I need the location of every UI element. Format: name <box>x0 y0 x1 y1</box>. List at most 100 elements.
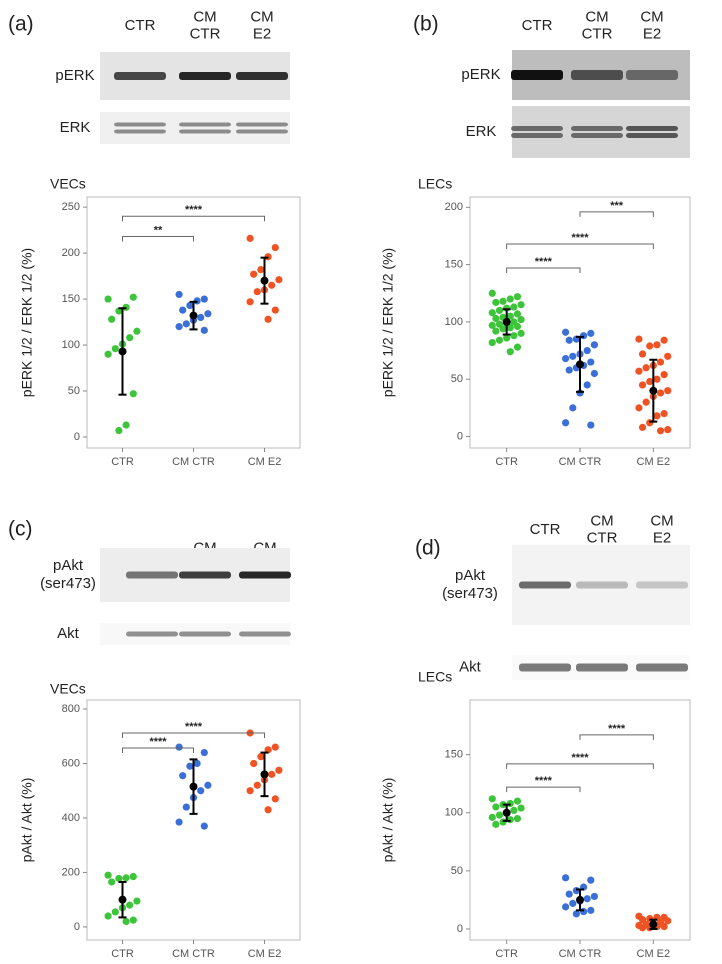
data-point <box>569 899 577 907</box>
data-point <box>583 346 591 355</box>
blot-row-label: ERK <box>60 119 91 136</box>
data-point <box>488 321 496 329</box>
data-point <box>562 355 570 363</box>
significance-label: **** <box>571 232 589 244</box>
data-point <box>565 366 573 374</box>
data-point <box>111 345 119 353</box>
data-point <box>271 743 279 751</box>
data-point <box>583 381 591 389</box>
data-point <box>656 427 665 435</box>
blot-band <box>126 631 178 637</box>
data-point <box>499 325 507 333</box>
y-tick-label: 50 <box>451 373 463 385</box>
lane-label: CTR <box>587 529 618 546</box>
data-point <box>204 781 212 789</box>
data-point <box>264 315 272 323</box>
blot-band <box>179 72 231 80</box>
data-point <box>499 297 507 305</box>
lane-label: CTR <box>522 17 553 34</box>
data-point <box>503 334 511 342</box>
significance-bracket <box>506 243 654 249</box>
y-tick-label: 400 <box>62 812 80 824</box>
y-tick-label: 800 <box>62 703 80 715</box>
significance-bracket <box>579 734 654 740</box>
lane-label: CM <box>640 8 663 25</box>
data-point <box>510 806 518 815</box>
data-point <box>488 338 496 347</box>
blot-band <box>571 133 623 138</box>
data-point <box>572 910 581 918</box>
plot-frame <box>86 699 301 941</box>
blot-band <box>179 129 231 134</box>
data-point <box>204 310 212 318</box>
data-point <box>104 912 112 920</box>
blot-band <box>236 129 288 134</box>
x-tick-label: CTR <box>495 948 518 960</box>
data-point <box>250 759 258 768</box>
panel-label: (b) <box>413 13 439 36</box>
lane-label: CTR <box>582 25 613 42</box>
lane-label: CM <box>650 512 673 529</box>
blot-band <box>576 663 628 672</box>
data-point <box>569 404 577 412</box>
y-tick-label: 150 <box>445 259 463 271</box>
data-point <box>642 364 650 372</box>
data-point <box>104 871 112 879</box>
x-tick-label: CM CTR <box>559 948 602 960</box>
data-point <box>513 293 522 301</box>
y-axis-label: pAkt / Akt (%) <box>380 778 396 863</box>
blot-band <box>179 631 231 637</box>
data-point <box>506 816 514 824</box>
data-point <box>175 743 183 751</box>
y-tick-label: 150 <box>445 749 463 761</box>
data-point <box>133 327 141 335</box>
lane-label: E2 <box>253 25 271 42</box>
data-point <box>587 329 595 337</box>
data-point <box>587 876 595 884</box>
data-point <box>569 352 577 360</box>
data-point <box>488 795 496 803</box>
x-tick-label: CM CTR <box>172 456 215 468</box>
data-point <box>129 390 137 398</box>
blot-band <box>636 581 688 589</box>
data-point <box>590 341 599 349</box>
data-point <box>638 423 647 431</box>
data-point <box>513 322 522 331</box>
mean-point <box>576 360 584 369</box>
data-point <box>257 753 265 761</box>
blot-band <box>511 126 563 131</box>
blot-row-label: pERK <box>461 66 500 83</box>
data-point <box>590 369 599 378</box>
data-point <box>660 371 668 379</box>
data-point <box>179 306 187 314</box>
data-point <box>126 334 134 342</box>
data-point <box>590 892 599 901</box>
lane-label: E2 <box>653 529 671 546</box>
data-point <box>197 787 205 795</box>
blot-band <box>126 571 178 579</box>
lane-label: CM <box>590 512 613 529</box>
data-point <box>562 874 570 882</box>
blot-band <box>571 70 623 80</box>
blot-band <box>239 631 291 637</box>
data-point <box>642 398 650 406</box>
data-point <box>200 326 208 334</box>
data-point <box>264 806 272 814</box>
blot-row-label: Akt <box>459 658 482 675</box>
blot-background <box>512 106 690 158</box>
data-point <box>660 336 668 344</box>
data-point <box>253 781 261 789</box>
blot-band <box>571 126 623 131</box>
data-point <box>653 341 661 349</box>
data-point <box>499 818 507 826</box>
lane-label: CTR <box>530 521 561 538</box>
y-tick-label: 50 <box>451 865 463 877</box>
data-point <box>268 770 276 778</box>
data-point <box>115 874 123 883</box>
data-point <box>193 759 201 768</box>
blot-row-label: ERK <box>466 123 497 140</box>
data-point <box>271 243 279 252</box>
data-point <box>246 234 254 242</box>
significance-label: **** <box>149 736 167 748</box>
